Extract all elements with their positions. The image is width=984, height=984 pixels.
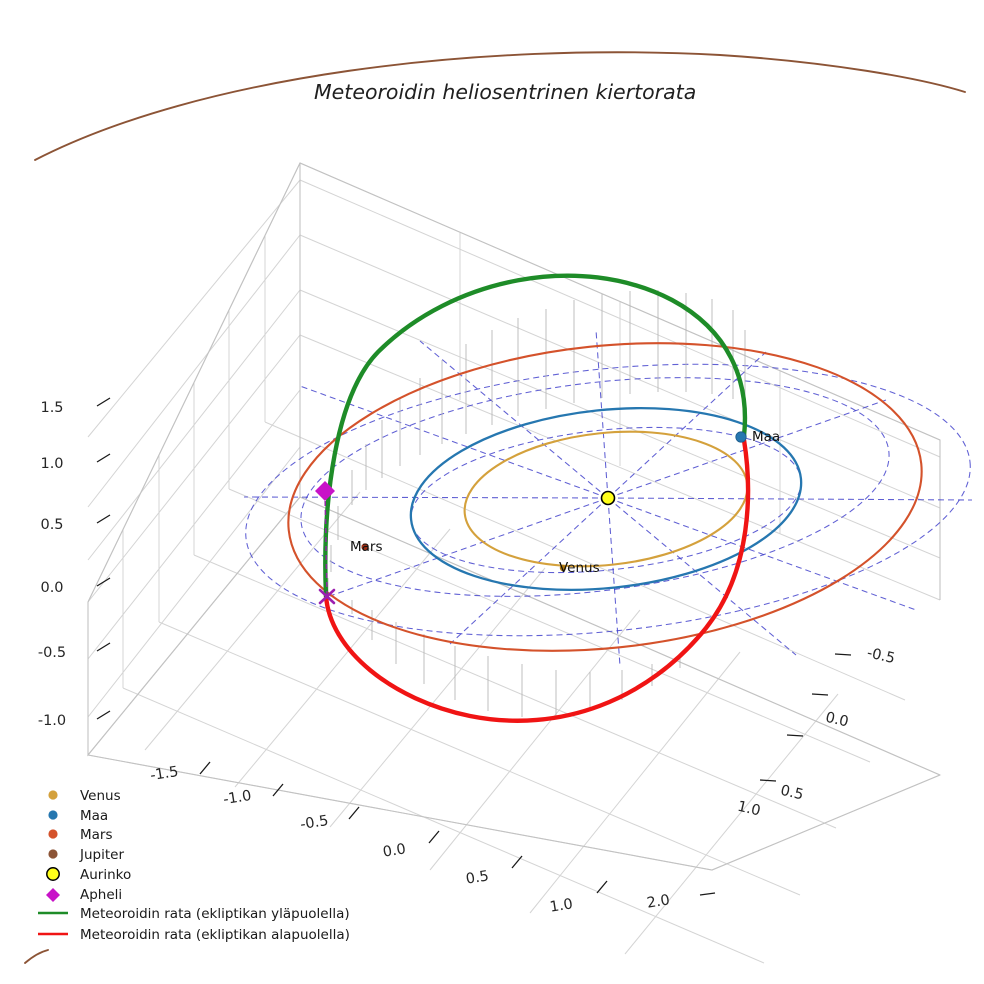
body-annotations: Maa Mars Venus xyxy=(350,429,780,576)
x-axis-tick-labels: -1.5 -1.0 -0.5 0.0 0.5 1.0 2.0 xyxy=(149,764,671,916)
page-title: Meteoroidin heliosentrinen kiertorata xyxy=(314,80,696,104)
venus-label: Venus xyxy=(559,560,600,576)
legend-label-maa: Maa xyxy=(80,808,108,824)
aurinko-marker xyxy=(600,490,616,506)
floor-pane-grid xyxy=(87,421,942,964)
axis-tickmarks xyxy=(96,397,852,896)
legend-marker-venus-icon xyxy=(48,790,58,800)
legend-label-jupiter: Jupiter xyxy=(79,847,124,863)
y-tick-2: 0.5 xyxy=(779,783,805,804)
y-tick-3: 1.0 xyxy=(736,799,762,820)
legend-label-orbit-below: Meteoroidin rata (ekliptikan alapuolella… xyxy=(80,927,350,943)
apheli-diamond-marker xyxy=(315,481,335,501)
aphelion-group xyxy=(315,481,336,605)
body-markers xyxy=(361,431,747,572)
legend-marker-maa-icon xyxy=(48,810,58,820)
legend-label-apheli: Apheli xyxy=(80,887,122,903)
legend-label-venus: Venus xyxy=(80,788,121,804)
x-tick-6: 2.0 xyxy=(646,892,671,911)
y-tick-1: 0.0 xyxy=(824,710,850,731)
meteoroid-orbit-below-ecliptic xyxy=(323,437,751,723)
venus-marker xyxy=(559,564,567,572)
right-pane-grid xyxy=(299,162,941,601)
x-tick-2: -0.5 xyxy=(299,813,329,833)
legend-label-aurinko: Aurinko xyxy=(80,867,131,883)
z-tick-1: 1.0 xyxy=(40,456,63,472)
maa-marker xyxy=(735,431,747,443)
left-pane-grid xyxy=(87,162,301,756)
orbit-mars xyxy=(287,342,923,652)
x-tick-5: 1.0 xyxy=(549,896,574,915)
x-tick-0: -1.5 xyxy=(149,764,179,784)
mars-marker xyxy=(361,543,369,551)
z-tick-5: -1.0 xyxy=(38,713,66,729)
z-tick-3: 0.0 xyxy=(40,580,63,596)
meteoroid-orbit-above-ecliptic xyxy=(323,273,748,599)
x-tick-4: 0.5 xyxy=(465,868,490,887)
aphelion-projection-line xyxy=(324,491,328,596)
z-tick-0: 1.5 xyxy=(40,400,63,416)
legend-marker-aurinko-icon xyxy=(46,867,60,881)
orbit-maa xyxy=(409,406,803,592)
z-tick-4: -0.5 xyxy=(38,645,66,661)
legend-label-mars: Mars xyxy=(80,827,113,843)
y-axis-tick-labels: -0.5 0.0 0.5 1.0 xyxy=(736,645,897,819)
pane-edges xyxy=(87,162,941,871)
x-tick-1: -1.0 xyxy=(222,788,252,808)
mars-label: Mars xyxy=(350,539,383,555)
legend-marker-apheli-icon xyxy=(46,888,60,902)
z-axis-tick-labels: 1.5 1.0 0.5 0.0 -0.5 -1.0 xyxy=(38,400,66,729)
orbit-jupiter xyxy=(24,51,966,964)
z-tick-2: 0.5 xyxy=(40,517,63,533)
aphelion-ecliptic-x-marker xyxy=(318,588,336,605)
maa-label: Maa xyxy=(752,429,780,445)
y-tick-0: -0.5 xyxy=(865,645,896,667)
ecliptic-radial-spokes xyxy=(243,329,973,667)
legend: Venus Maa Mars Jupiter Aurinko Apheli Me… xyxy=(38,788,350,943)
legend-label-orbit-above: Meteoroidin rata (ekliptikan yläpuolella… xyxy=(80,906,350,922)
legend-marker-jupiter-icon xyxy=(48,849,58,859)
ecliptic-plane-guides xyxy=(243,329,973,667)
legend-marker-mars-icon xyxy=(48,829,58,839)
axes-panes xyxy=(87,162,942,964)
x-tick-3: 0.0 xyxy=(382,841,407,860)
